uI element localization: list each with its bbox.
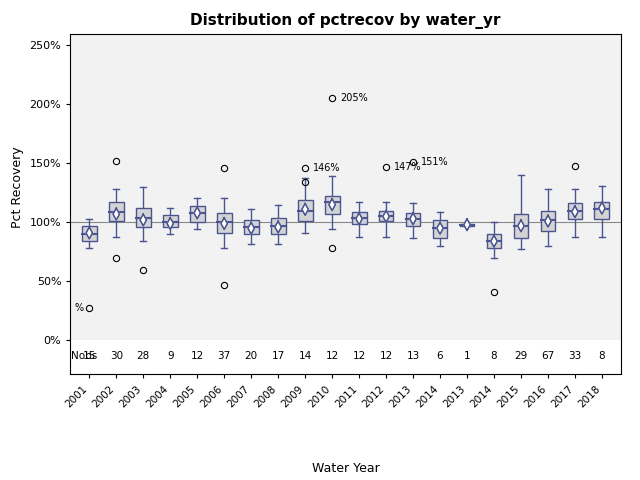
Title: Distribution of pctrecov by water_yr: Distribution of pctrecov by water_yr <box>190 13 501 29</box>
Polygon shape <box>113 208 120 220</box>
Text: 29: 29 <box>515 351 527 360</box>
Polygon shape <box>140 214 147 226</box>
Bar <box>351 212 367 224</box>
Text: 151%: 151% <box>421 157 449 167</box>
Text: 12: 12 <box>380 351 393 360</box>
Polygon shape <box>572 206 578 217</box>
Bar <box>163 215 178 227</box>
Bar <box>460 224 474 226</box>
Text: 12: 12 <box>326 351 339 360</box>
Bar <box>486 234 501 248</box>
Polygon shape <box>194 207 200 219</box>
Text: 8: 8 <box>598 351 605 360</box>
Text: 17: 17 <box>271 351 285 360</box>
Text: 33: 33 <box>568 351 582 360</box>
Text: 28: 28 <box>136 351 150 360</box>
Polygon shape <box>248 222 255 234</box>
Bar <box>324 196 340 214</box>
Polygon shape <box>598 202 605 214</box>
Text: 8: 8 <box>491 351 497 360</box>
Polygon shape <box>410 213 416 225</box>
Bar <box>433 220 447 238</box>
Bar <box>513 214 529 238</box>
Polygon shape <box>275 221 282 233</box>
Polygon shape <box>356 213 362 225</box>
Text: 12: 12 <box>191 351 204 360</box>
Bar <box>190 206 205 222</box>
Text: 13: 13 <box>406 351 420 360</box>
Polygon shape <box>221 217 227 229</box>
Text: 1: 1 <box>464 351 470 360</box>
Polygon shape <box>464 219 470 230</box>
Text: 6: 6 <box>436 351 444 360</box>
Polygon shape <box>167 217 173 229</box>
Text: 20: 20 <box>244 351 258 360</box>
Bar <box>244 220 259 234</box>
Bar <box>217 213 232 233</box>
Y-axis label: Pct Recovery: Pct Recovery <box>11 146 24 228</box>
Bar <box>136 208 150 227</box>
Polygon shape <box>518 220 524 232</box>
Bar <box>406 213 420 226</box>
Text: 9: 9 <box>167 351 173 360</box>
Polygon shape <box>302 204 308 215</box>
Text: 205%: 205% <box>340 94 368 104</box>
Bar <box>298 200 312 221</box>
Text: 37: 37 <box>218 351 231 360</box>
Text: Nobs: Nobs <box>71 351 97 360</box>
Polygon shape <box>491 235 497 247</box>
Bar <box>271 217 285 234</box>
Text: 67: 67 <box>541 351 555 360</box>
Polygon shape <box>329 199 335 211</box>
Text: 15: 15 <box>83 351 96 360</box>
Bar <box>595 202 609 219</box>
Bar <box>82 226 97 241</box>
Polygon shape <box>436 222 444 234</box>
Text: %: % <box>74 303 84 313</box>
Text: 146%: 146% <box>313 163 340 173</box>
Text: 14: 14 <box>298 351 312 360</box>
Bar <box>109 202 124 221</box>
Polygon shape <box>86 227 93 239</box>
Polygon shape <box>383 211 389 222</box>
Text: 147%: 147% <box>394 162 422 172</box>
Bar <box>379 211 394 221</box>
Bar <box>541 211 556 230</box>
Polygon shape <box>545 215 551 227</box>
Text: 12: 12 <box>353 351 365 360</box>
Bar <box>568 204 582 219</box>
Text: 30: 30 <box>109 351 123 360</box>
Text: Water Year: Water Year <box>312 462 380 475</box>
